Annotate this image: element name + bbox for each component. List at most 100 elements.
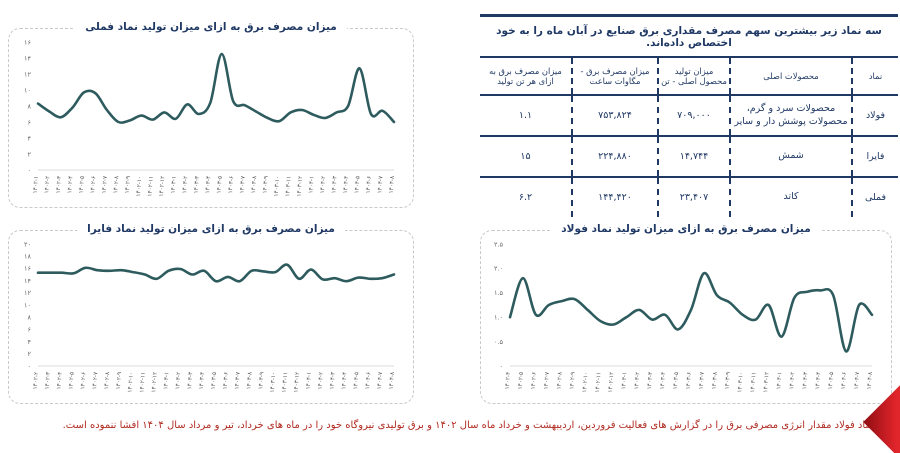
svg-text:۱۴۰۲-۱۰: ۱۴۰۲-۱۰ bbox=[136, 176, 143, 197]
header-consumption: میزان مصرف برق - مگاوات ساعت bbox=[571, 57, 658, 95]
svg-text:۱۴۰۴-۸: ۱۴۰۴-۸ bbox=[389, 176, 396, 194]
svg-text:۴: ۴ bbox=[28, 338, 32, 346]
table-top-rule bbox=[480, 14, 898, 17]
svg-text:۱۴۰۳-۸: ۱۴۰۳-۸ bbox=[712, 372, 719, 390]
svg-text:۱۴۰۳-۷: ۱۴۰۳-۷ bbox=[239, 176, 246, 194]
table-row: فملی کاتد ۲۳,۴۰۷ ۱۴۴,۴۲۰ ۶.۲ bbox=[480, 177, 898, 217]
svg-text:۱۴۰۳-۱: ۱۴۰۳-۱ bbox=[171, 176, 178, 194]
svg-text:۱۴۰۲-۸: ۱۴۰۲-۸ bbox=[113, 176, 120, 194]
svg-text:۱۴۰۳-۱۲: ۱۴۰۳-۱۲ bbox=[763, 372, 770, 393]
svg-text:۱۴۰۳-۵: ۱۴۰۳-۵ bbox=[211, 372, 218, 390]
cell-symbol: فایرا bbox=[851, 136, 898, 177]
svg-text:۱۴۰۳-۲: ۱۴۰۳-۲ bbox=[182, 176, 189, 194]
footnote-text: نماد فولاد مقدار انرژی مصرفی برق را در گ… bbox=[62, 420, 874, 431]
svg-text:۱۴۰۲-۷: ۱۴۰۲-۷ bbox=[102, 176, 109, 194]
svg-text:۱۴۰۴-۲: ۱۴۰۴-۲ bbox=[320, 176, 327, 194]
svg-text:۱۴۰۲-۱۰: ۱۴۰۲-۱۰ bbox=[582, 372, 589, 393]
svg-text:۱۴۰۴-۵: ۱۴۰۴-۵ bbox=[353, 372, 360, 390]
svg-text:۱۴۰۲-۲: ۱۴۰۲-۲ bbox=[33, 372, 40, 390]
svg-text:۱۴۰۴-۷: ۱۴۰۴-۷ bbox=[377, 372, 384, 390]
svg-text:۱۰: ۱۰ bbox=[24, 301, 31, 309]
table-title: سه نماد زیر بیشترین سهم مصرف مقداری برق … bbox=[496, 25, 882, 49]
svg-text:۱۴۰۳-۴: ۱۴۰۳-۴ bbox=[660, 372, 667, 390]
svg-text:۱۴۰۴-۴: ۱۴۰۴-۴ bbox=[343, 176, 350, 194]
svg-text:۱۰: ۱۰ bbox=[24, 86, 31, 94]
svg-text:۱۴۰۴-۳: ۱۴۰۴-۳ bbox=[331, 176, 338, 194]
chart-panel-fayra: میزان مصرف برق به ازای میزان تولید نماد … bbox=[8, 223, 414, 404]
svg-text:۲: ۲ bbox=[28, 150, 32, 158]
svg-text:۲.۵: ۲.۵ bbox=[494, 240, 504, 248]
svg-text:۱۴۰۳-۵: ۱۴۰۳-۵ bbox=[673, 372, 680, 390]
svg-text:۱۴۰۳-۶: ۱۴۰۳-۶ bbox=[686, 372, 693, 390]
svg-text:۱۴۰۲-۸: ۱۴۰۲-۸ bbox=[104, 372, 111, 390]
svg-text:۱۴۰۲-۱۱: ۱۴۰۲-۱۱ bbox=[595, 372, 602, 393]
svg-text:۲۰: ۲۰ bbox=[24, 240, 31, 248]
header-symbol: نماد bbox=[851, 57, 898, 95]
svg-text:۶: ۶ bbox=[28, 118, 32, 126]
svg-text:۱۴۰۴-۴: ۱۴۰۴-۴ bbox=[341, 372, 348, 390]
cell-per-ton: ۱.۱ bbox=[518, 110, 533, 121]
svg-text:۸: ۸ bbox=[28, 314, 32, 322]
svg-text:۱۴۰۳-۶: ۱۴۰۳-۶ bbox=[223, 372, 230, 390]
svg-text:۱۴۰۴-۶: ۱۴۰۴-۶ bbox=[365, 372, 372, 390]
svg-text:۰: ۰ bbox=[500, 362, 504, 370]
svg-text:۱۴۰۴-۲: ۱۴۰۴-۲ bbox=[318, 372, 325, 390]
svg-text:۱۴۰۲-۱۱: ۱۴۰۲-۱۱ bbox=[139, 372, 146, 393]
table-row: فایرا شمش ۱۴,۷۴۴ ۲۲۴,۸۸۰ ۱۵ bbox=[480, 136, 898, 177]
svg-text:۱۴۰۳-۸: ۱۴۰۳-۸ bbox=[251, 176, 258, 194]
svg-text:۱۶: ۱۶ bbox=[24, 38, 31, 46]
svg-text:۱۴۰۴-۱: ۱۴۰۴-۱ bbox=[306, 372, 313, 390]
svg-text:۱۴۰۳-۵: ۱۴۰۳-۵ bbox=[216, 176, 223, 194]
svg-text:۱۴۰۳-۱۲: ۱۴۰۳-۱۲ bbox=[294, 372, 301, 393]
svg-text:۱۴: ۱۴ bbox=[24, 277, 31, 285]
svg-text:۱۴۰۳-۴: ۱۴۰۳-۴ bbox=[205, 176, 212, 194]
header-per-ton: میزان مصرف برق به ازای هر تن تولید bbox=[489, 66, 562, 86]
svg-text:۲: ۲ bbox=[28, 350, 32, 358]
svg-text:۱۴۰۴-۵: ۱۴۰۴-۵ bbox=[354, 176, 361, 194]
svg-text:۱۴۰۴-۷: ۱۴۰۴-۷ bbox=[377, 176, 384, 194]
svg-text:۴: ۴ bbox=[28, 134, 32, 142]
svg-text:۱۴۰۲-۵: ۱۴۰۲-۵ bbox=[79, 176, 86, 194]
svg-text:۱۴۰۳-۹: ۱۴۰۳-۹ bbox=[258, 372, 265, 390]
svg-text:۱۴۰۲-۵: ۱۴۰۲-۵ bbox=[68, 372, 75, 390]
chart-title-fayra: میزان مصرف برق به ازای میزان تولید نماد … bbox=[77, 223, 345, 235]
svg-text:۱۴۰۳-۴: ۱۴۰۳-۴ bbox=[199, 372, 206, 390]
svg-text:۱۴۰۲-۲: ۱۴۰۲-۲ bbox=[44, 176, 51, 194]
svg-text:۱۴۰۴-۳: ۱۴۰۴-۳ bbox=[802, 372, 809, 390]
svg-text:۱۴۰۲-۶: ۱۴۰۲-۶ bbox=[531, 372, 538, 390]
svg-text:۱۴۰۳-۹: ۱۴۰۳-۹ bbox=[725, 372, 732, 390]
cell-production: ۱۴,۷۴۴ bbox=[657, 136, 730, 177]
cell-consumption: ۲۲۴,۸۸۰ bbox=[571, 136, 658, 177]
svg-text:۱۴۰۲-۸: ۱۴۰۲-۸ bbox=[556, 372, 563, 390]
svg-text:۱۲: ۱۲ bbox=[24, 70, 31, 78]
svg-text:۱۴۰۲-۴: ۱۴۰۲-۴ bbox=[56, 372, 63, 390]
svg-text:۱۴۰۲-۱۲: ۱۴۰۲-۱۲ bbox=[159, 176, 166, 197]
svg-text:۱۴۰۴-۲: ۱۴۰۴-۲ bbox=[789, 372, 796, 390]
svg-text:۱۶: ۱۶ bbox=[24, 265, 31, 273]
table-row: فولاد محصولات سرد و گرم، محصولات پوشش دا… bbox=[480, 95, 898, 136]
svg-text:۱۴۰۲-۳: ۱۴۰۲-۳ bbox=[45, 372, 52, 390]
svg-text:۱۴۰۲-۹: ۱۴۰۲-۹ bbox=[125, 176, 132, 194]
svg-text:۱۴۰۴-۵: ۱۴۰۴-۵ bbox=[828, 372, 835, 390]
svg-text:۱۴۰۳-۷: ۱۴۰۳-۷ bbox=[234, 372, 241, 390]
svg-text:۱۴۰۳-۱۱: ۱۴۰۳-۱۱ bbox=[750, 372, 757, 393]
svg-text:۱۴۰۲-۱: ۱۴۰۲-۱ bbox=[33, 176, 40, 194]
svg-text:۱۴۰۴-۷: ۱۴۰۴-۷ bbox=[854, 372, 861, 390]
table-header-row: نماد محصولات اصلی میزان تولید محصول اصلی… bbox=[480, 57, 898, 95]
svg-text:۱۴۰۲-۱۰: ۱۴۰۲-۱۰ bbox=[127, 372, 134, 393]
svg-text:۱۴۰۳-۳: ۱۴۰۳-۳ bbox=[194, 176, 201, 194]
svg-text:۱۴۰۲-۹: ۱۴۰۲-۹ bbox=[569, 372, 576, 390]
svg-text:۱۴۰۳-۱۱: ۱۴۰۳-۱۱ bbox=[285, 176, 292, 197]
svg-text:۱۴۰۲-۷: ۱۴۰۲-۷ bbox=[544, 372, 551, 390]
svg-text:۱۴۰۴-۸: ۱۴۰۴-۸ bbox=[867, 372, 874, 390]
svg-text:۱۴۰۳-۱۰: ۱۴۰۳-۱۰ bbox=[270, 372, 277, 393]
svg-text:۱.۵: ۱.۵ bbox=[494, 289, 504, 297]
svg-text:۱۴۰۲-۱۲: ۱۴۰۲-۱۲ bbox=[608, 372, 615, 393]
cell-consumption: ۷۵۳,۸۲۴ bbox=[571, 95, 658, 136]
svg-text:۱۴۰۲-۱۱: ۱۴۰۲-۱۱ bbox=[147, 176, 154, 197]
svg-text:۱۴۰۴-۱: ۱۴۰۴-۱ bbox=[776, 372, 783, 390]
svg-text:۱.۰: ۱.۰ bbox=[494, 314, 503, 322]
svg-text:۱۴۰۳-۹: ۱۴۰۳-۹ bbox=[262, 176, 269, 194]
